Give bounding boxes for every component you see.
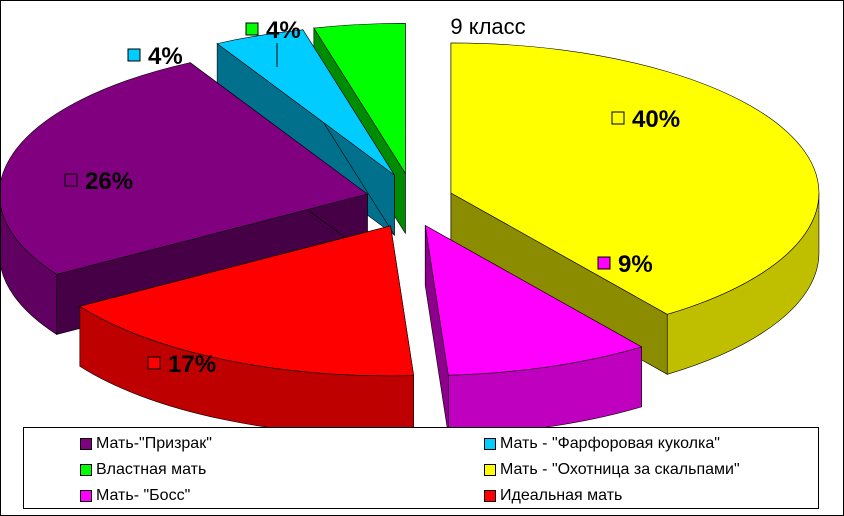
data-label-5: 4% — [266, 17, 301, 44]
legend-item: Мать- "Босс" — [80, 487, 190, 505]
data-label-swatch-4 — [127, 48, 141, 62]
data-label-swatch-2 — [147, 356, 161, 370]
legend-item: Мать - "Фарфоровая куколка" — [484, 435, 720, 453]
legend-swatch — [484, 438, 496, 450]
data-label-2: 17% — [168, 351, 216, 378]
legend-label: Мать-"Призрак" — [96, 435, 212, 452]
chart-legend: Мать-"Призрак" Мать - "Фарфоровая куколка… — [23, 427, 819, 509]
legend-label: Мать - "Охотница за скальпами" — [500, 461, 740, 478]
legend-item: Мать-"Призрак" — [80, 435, 212, 453]
legend-label: Идеальная мать — [500, 487, 623, 504]
data-label-swatch-1 — [597, 256, 611, 270]
pie-slice-1 — [424, 224, 643, 431]
legend-swatch — [80, 490, 92, 502]
legend-swatch — [484, 490, 496, 502]
legend-swatch — [80, 438, 92, 450]
legend-item: Властная мать — [80, 461, 206, 479]
data-label-1: 9% — [618, 251, 653, 278]
pie-slice-0 — [450, 42, 820, 375]
chart-title: 9 класс — [450, 14, 525, 39]
data-label-4: 4% — [148, 43, 183, 70]
data-label-swatch-3 — [64, 173, 78, 187]
legend-item: Мать - "Охотница за скальпами" — [484, 461, 740, 479]
data-label-0: 40% — [632, 106, 680, 133]
legend-label: Властная мать — [96, 461, 207, 478]
data-label-swatch-5 — [245, 22, 259, 36]
data-label-swatch-0 — [611, 111, 625, 125]
legend-swatch — [484, 464, 496, 476]
data-label-3: 26% — [85, 168, 133, 195]
legend-swatch — [80, 464, 92, 476]
legend-item: Идеальная мать — [484, 487, 622, 505]
pie-slice-2 — [79, 225, 415, 431]
legend-label: Мать- "Босс" — [96, 487, 191, 504]
pie-chart: 40% 9% 17% 26% 4% 4% 9 класс — [1, 14, 820, 431]
legend-label: Мать - "Фарфоровая куколка" — [500, 435, 720, 452]
